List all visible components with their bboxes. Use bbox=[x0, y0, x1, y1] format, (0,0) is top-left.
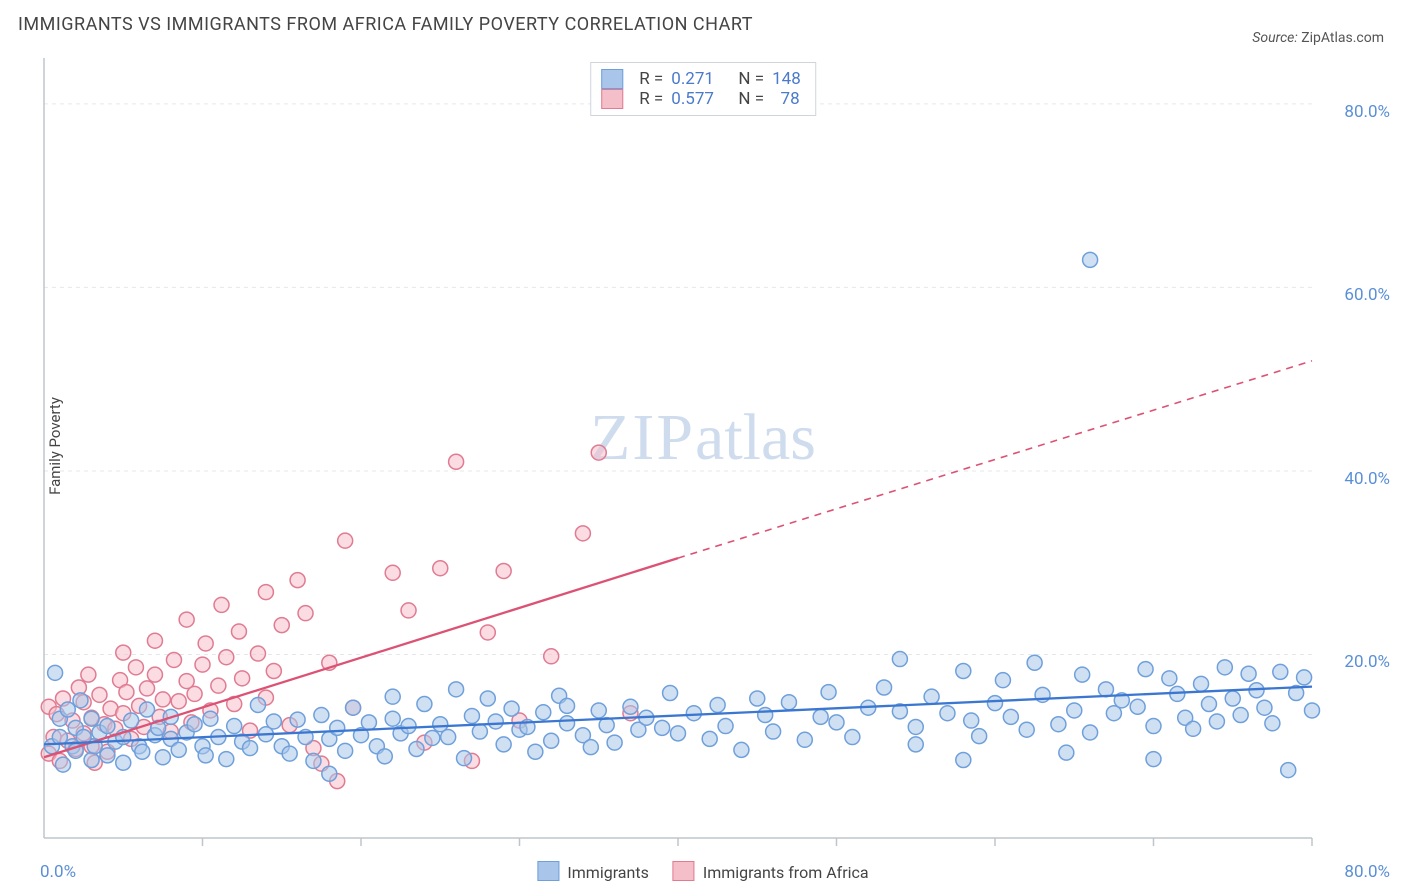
legend-item-africa: Immigrants from Africa bbox=[673, 861, 869, 882]
r-value-africa: 0.577 bbox=[671, 89, 714, 109]
r-label: R = bbox=[639, 69, 663, 89]
source-label: Source: bbox=[1252, 30, 1297, 46]
label-africa: Immigrants from Africa bbox=[703, 863, 869, 882]
legend-series: Immigrants Immigrants from Africa bbox=[537, 861, 868, 882]
scatter-chart bbox=[44, 58, 1312, 838]
swatch-africa-bottom bbox=[673, 861, 695, 881]
legend-correlation: R = 0.271 N = 148 R = 0.577 N = 78 bbox=[590, 62, 816, 116]
page-title: IMMIGRANTS VS IMMIGRANTS FROM AFRICA FAM… bbox=[18, 14, 753, 35]
y-tick-label: 60.0% bbox=[1344, 285, 1390, 305]
source-attribution: Source: ZipAtlas.com bbox=[1252, 30, 1384, 46]
y-tick-label: 40.0% bbox=[1344, 469, 1390, 489]
x-axis-max-label: 80.0% bbox=[1344, 862, 1390, 882]
label-immigrants: Immigrants bbox=[567, 863, 648, 882]
legend-correlation-row-1: R = 0.271 N = 148 bbox=[601, 69, 801, 89]
n-value-africa: 78 bbox=[772, 89, 800, 109]
swatch-africa bbox=[601, 89, 623, 109]
n-label: N = bbox=[738, 89, 764, 109]
legend-item-immigrants: Immigrants bbox=[537, 861, 648, 882]
n-value-immigrants: 148 bbox=[772, 69, 801, 89]
source-value: ZipAtlas.com bbox=[1301, 30, 1384, 46]
y-tick-label: 80.0% bbox=[1344, 102, 1390, 122]
r-value-immigrants: 0.271 bbox=[671, 69, 714, 89]
legend-correlation-row-2: R = 0.577 N = 78 bbox=[601, 89, 801, 109]
y-tick-label: 20.0% bbox=[1344, 652, 1390, 672]
r-label: R = bbox=[639, 89, 663, 109]
swatch-immigrants bbox=[601, 69, 623, 89]
n-label: N = bbox=[738, 69, 764, 89]
x-axis-min-label: 0.0% bbox=[40, 862, 76, 882]
swatch-immigrants-bottom bbox=[537, 861, 559, 881]
